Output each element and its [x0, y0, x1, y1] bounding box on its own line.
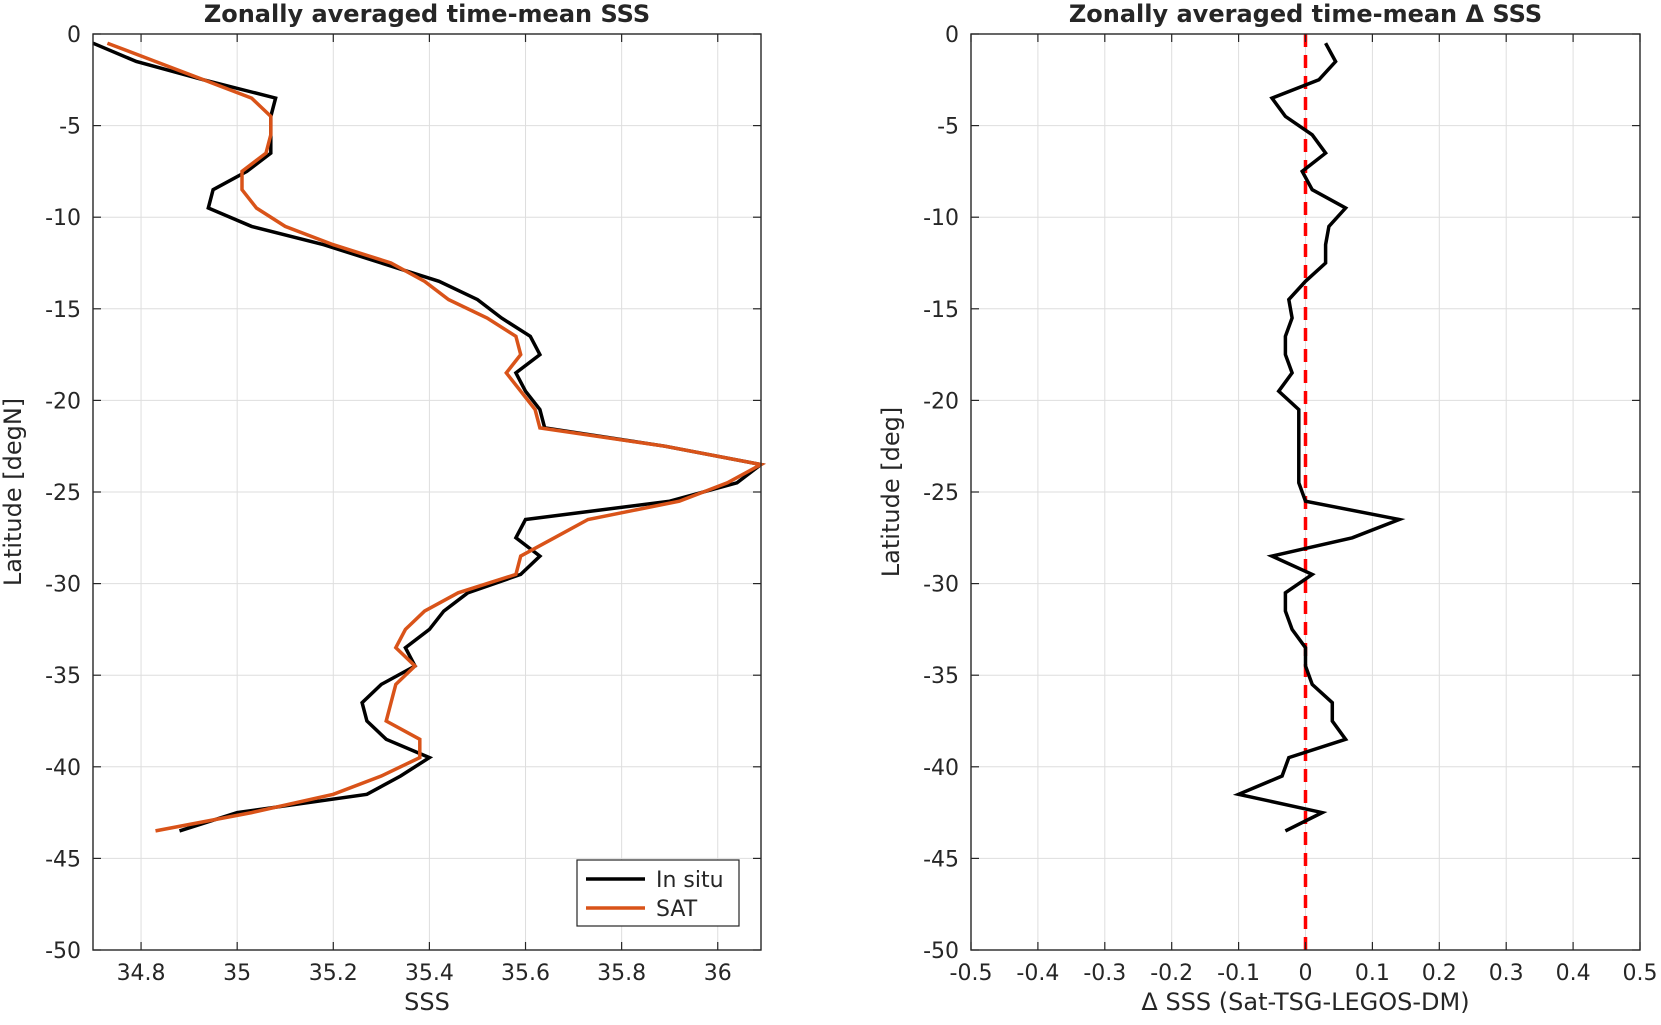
delta-y-tick-label: -30 [923, 573, 959, 598]
delta-sss-panel: -0.5 -0.4 -0.3 -0.2 -0.1 0 0.1 0.2 0.3 0.4 0.5 0 -5 -… [877, 0, 1658, 1016]
delta-series [1232, 34, 1406, 950]
delta-x-tick-label: 0.2 [1422, 961, 1457, 986]
sss-title: Zonally averaged time-mean SSS [204, 0, 650, 28]
delta-x-tick-label: -0.3 [1083, 961, 1126, 986]
delta-y-tick-label: -5 [937, 115, 959, 140]
sss-y-tick-label: -30 [45, 573, 81, 598]
delta-x-tick-label: -0.1 [1217, 961, 1260, 986]
sss-x-tick-label: 35.2 [309, 961, 358, 986]
sss-x-tick-label: 35.6 [501, 961, 550, 986]
delta-y-tick-label: -15 [923, 298, 959, 323]
delta-y-axis-label: Latitude [deg] [877, 407, 905, 577]
delta-y-tick-label: -45 [923, 847, 959, 872]
delta-y-tick-label: -40 [923, 756, 959, 781]
legend-label-in-situ: In situ [656, 868, 724, 893]
delta-x-tick-label: 0.4 [1556, 961, 1591, 986]
delta-y-tick-label: 0 [945, 23, 959, 48]
delta-x-tick-label: -0.5 [950, 961, 993, 986]
sss-y-tick-label: 0 [67, 23, 81, 48]
sss-x-axis-label: SSS [404, 988, 450, 1016]
delta-x-tick-label: -0.2 [1150, 961, 1193, 986]
delta-y-tick-label: -35 [923, 664, 959, 689]
delta-y-tick-label: -25 [923, 481, 959, 506]
delta-x-tick-label: -0.4 [1016, 961, 1059, 986]
legend-label-sat: SAT [656, 897, 698, 922]
sss-x-tick-label: 36 [704, 961, 732, 986]
sss-y-tick-label: -50 [45, 939, 81, 964]
sss-ticks: 34.8 35 35.2 35.4 35.6 35.8 36 0 -5 -10 -15 -20 -25 -… [45, 23, 761, 986]
delta-x-axis-label: Δ SSS (Sat-TSG-LEGOS-DM) [1141, 988, 1469, 1016]
sss-grid [93, 33, 761, 951]
sss-y-tick-label: -40 [45, 756, 81, 781]
delta-y-tick-label: -10 [923, 206, 959, 231]
sss-legend: In situ SAT [576, 859, 740, 927]
sss-y-axis-label: Latitude [degN] [0, 398, 27, 586]
sss-line-in-situ [92, 41, 766, 833]
sss-y-tick-label: -45 [45, 847, 81, 872]
sss-y-tick-label: -20 [45, 389, 81, 414]
delta-x-tick-label: 0.3 [1489, 961, 1524, 986]
delta-y-tick-label: -50 [923, 939, 959, 964]
sss-y-tick-label: -5 [59, 115, 81, 140]
sss-x-tick-label: 35.8 [597, 961, 646, 986]
delta-line-series-0 [1232, 42, 1406, 833]
delta-x-tick-label: 0.5 [1623, 961, 1658, 986]
sss-y-tick-label: -35 [45, 664, 81, 689]
delta-x-tick-label: 0 [1299, 961, 1313, 986]
sss-y-tick-label: -25 [45, 481, 81, 506]
sss-y-tick-label: -15 [45, 298, 81, 323]
sss-x-tick-label: 35.4 [405, 961, 454, 986]
sss-y-tick-label: -10 [45, 206, 81, 231]
delta-x-tick-label: 0.1 [1355, 961, 1390, 986]
sss-line-sat [106, 41, 767, 833]
legend-box [576, 859, 740, 927]
delta-title: Zonally averaged time-mean Δ SSS [1069, 0, 1542, 28]
sss-series [92, 41, 767, 833]
sss-panel: 34.8 35 35.2 35.4 35.6 35.8 36 0 -5 -10 -15 -20 -25 -… [0, 0, 767, 1016]
sss-x-tick-label: 34.8 [117, 961, 166, 986]
sss-x-tick-label: 35 [223, 961, 251, 986]
delta-y-tick-label: -20 [923, 389, 959, 414]
delta-ticks: -0.5 -0.4 -0.3 -0.2 -0.1 0 0.1 0.2 0.3 0.4 0.5 0 -5 -… [923, 23, 1657, 986]
